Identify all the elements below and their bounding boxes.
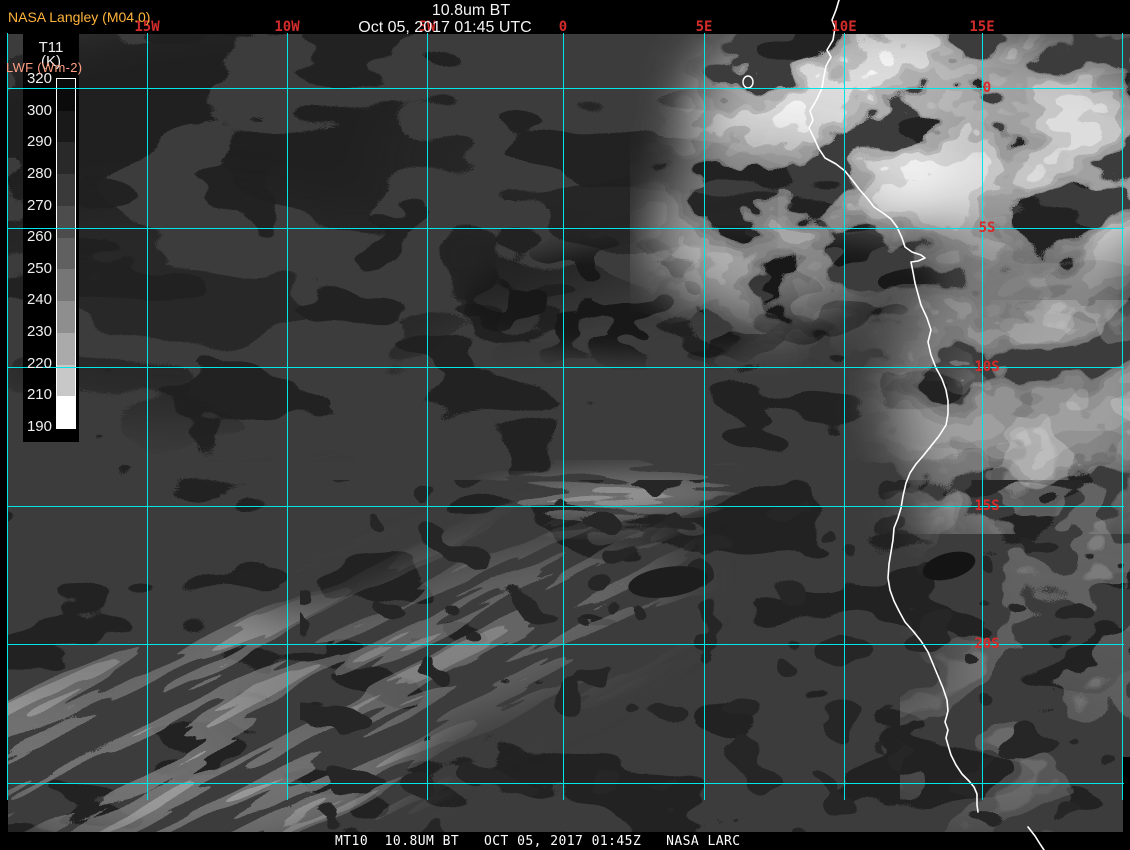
colorbar-segment — [57, 110, 75, 143]
page-title: 10.8um BT — [431, 2, 511, 19]
colorbar-segment — [57, 269, 75, 302]
coastline-path — [808, 0, 979, 813]
coastline-path — [1027, 826, 1045, 850]
colorbar-segment — [57, 237, 75, 270]
colorbar-segment — [57, 364, 75, 397]
footer-caption: MT10 10.8UM BT OCT 05, 2017 01:45Z NASA … — [335, 834, 741, 849]
product-timestamp: Oct 05, 2017 01:45 UTC — [358, 19, 532, 36]
colorbar-segment — [57, 332, 75, 365]
colorbar-segment — [57, 174, 75, 206]
lwf-label: LWF (Wm-2) — [6, 60, 83, 75]
image-texture — [8, 34, 1130, 832]
source-label: NASA Langley (M04.0) — [8, 9, 151, 25]
colorbar-segment — [57, 142, 75, 175]
colorbar — [56, 78, 76, 429]
colorbar-segment — [57, 79, 75, 111]
colorbar-segment — [57, 205, 75, 238]
colorbar-segment — [57, 396, 75, 429]
colorbar-segment — [57, 301, 75, 333]
